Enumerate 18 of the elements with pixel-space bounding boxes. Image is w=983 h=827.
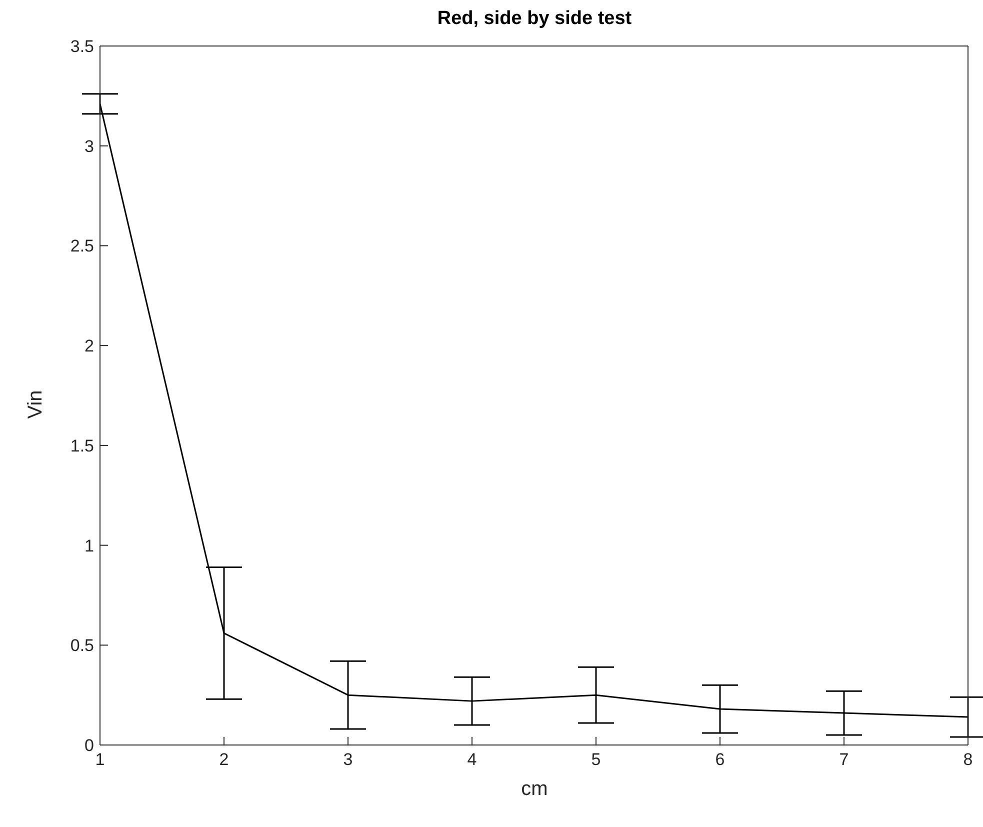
x-tick-label: 8 [963,750,973,770]
x-tick-label: 5 [591,750,601,770]
x-tick-label: 4 [467,750,477,770]
x-tick-label: 2 [219,750,229,770]
y-tick-label: 2.5 [70,236,94,256]
chart-title: Red, side by side test [436,8,633,30]
x-axis-title: cm [520,778,549,801]
y-tick-label: 1 [84,536,94,556]
y-axis-title: Vin [24,389,48,421]
y-tick-label: 1.5 [70,436,94,456]
y-tick-label: 2 [84,336,94,356]
x-tick-label: 7 [839,750,849,770]
x-tick-label: 3 [343,750,353,770]
y-tick-label: 0.5 [70,636,94,656]
y-tick-label: 3 [84,136,94,156]
y-tick-label: 3.5 [70,37,94,56]
y-tick-label: 0 [84,736,94,756]
x-tick-label: 6 [715,750,725,770]
